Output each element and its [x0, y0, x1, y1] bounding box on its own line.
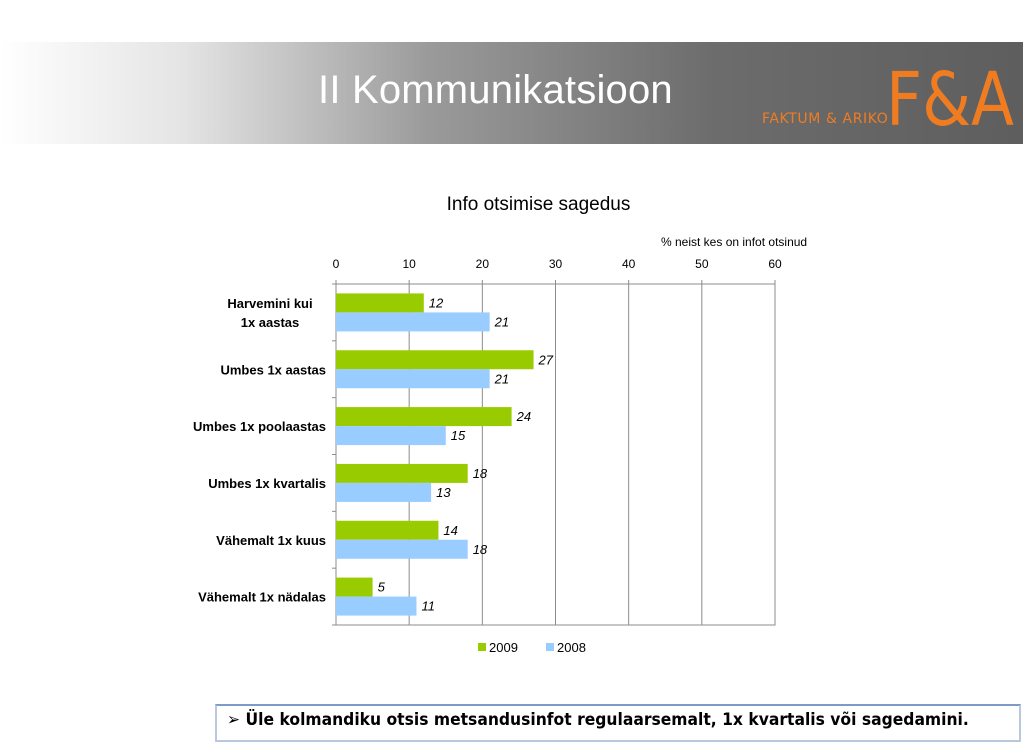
legend-swatch-2009: [478, 643, 486, 651]
bar-2009: [336, 463, 468, 483]
data-label: 13: [436, 485, 451, 500]
data-label: 18: [473, 542, 488, 557]
bar-2008: [336, 482, 432, 502]
conclusion-box: ➢ Üle kolmandiku otsis metsandusinfot reg…: [215, 704, 1021, 742]
x-tick-label: 30: [549, 257, 563, 271]
header-band: [0, 42, 1023, 144]
bar-2009: [336, 577, 373, 597]
bar-2009: [336, 407, 512, 427]
category-label: Vähemalt 1x nädalas: [198, 590, 326, 605]
arrow-bullet-icon: ➢: [227, 710, 241, 730]
logo-mark: F&A: [886, 58, 1014, 130]
data-label: 21: [494, 314, 509, 329]
chart-unit-label: % neist kes on infot otsinud: [661, 235, 808, 249]
category-label: Umbes 1x aastas: [220, 362, 326, 377]
legend-label-2009: 2009: [489, 640, 518, 655]
x-tick-label: 0: [333, 257, 340, 271]
data-label: 11: [421, 599, 435, 614]
bar-2008: [336, 369, 490, 389]
legend-label-2008: 2008: [557, 640, 586, 655]
data-label: 15: [451, 428, 466, 443]
bar-2008: [336, 312, 490, 332]
data-label: 5: [378, 580, 386, 595]
data-label: 18: [473, 466, 488, 481]
bar-2008: [336, 539, 468, 559]
bar-chart: 0 10 20 30 40 50 60 12 21 Harvemini kui 1x aastas 2…: [193, 257, 782, 655]
data-label: 21: [494, 371, 509, 386]
x-tick-label: 40: [622, 257, 636, 271]
data-label: 12: [429, 295, 444, 310]
bar-2009: [336, 350, 534, 370]
slide-title: II Kommunikatsioon: [318, 68, 673, 112]
category-label: Harvemini kui 1x aastas: [227, 296, 312, 330]
conclusion-text: ➢ Üle kolmandiku otsis metsandusinfot reg…: [227, 710, 969, 730]
logo-company-name: FAKTUM & ARIKO: [762, 111, 889, 127]
conclusion-sentence: Üle kolmandiku otsis metsandusinfot regu…: [245, 710, 969, 730]
data-label: 27: [538, 352, 554, 367]
bar-2008: [336, 426, 446, 446]
logo-mark-text: F&A: [886, 58, 1014, 130]
x-tick-label: 50: [695, 257, 709, 271]
bar-2009: [336, 293, 424, 313]
chart-title: Info otsimise sagedus: [446, 194, 631, 215]
category-label: Umbes 1x kvartalis: [208, 476, 326, 491]
data-label: 24: [516, 409, 531, 424]
category-label: Vähemalt 1x kuus: [216, 533, 326, 548]
category-label: Umbes 1x poolaastas: [193, 419, 326, 434]
x-tick-label: 20: [476, 257, 490, 271]
bar-2009: [336, 520, 439, 540]
x-tick-label: 60: [768, 257, 782, 271]
legend-swatch-2008: [546, 643, 554, 651]
x-tick-label: 10: [402, 257, 416, 271]
bar-2008: [336, 596, 417, 616]
data-label: 14: [443, 523, 457, 538]
